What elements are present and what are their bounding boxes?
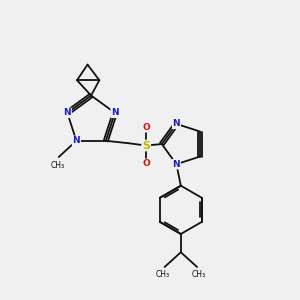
Text: CH₃: CH₃ — [156, 270, 170, 279]
Text: S: S — [142, 140, 150, 151]
Text: CH₃: CH₃ — [191, 270, 206, 279]
Text: CH₃: CH₃ — [51, 161, 65, 170]
Text: N: N — [172, 160, 180, 169]
Text: N: N — [64, 108, 71, 117]
Text: O: O — [142, 159, 150, 168]
Text: N: N — [73, 136, 80, 145]
Text: N: N — [172, 119, 180, 128]
Text: N: N — [111, 108, 119, 117]
Text: O: O — [142, 123, 150, 132]
